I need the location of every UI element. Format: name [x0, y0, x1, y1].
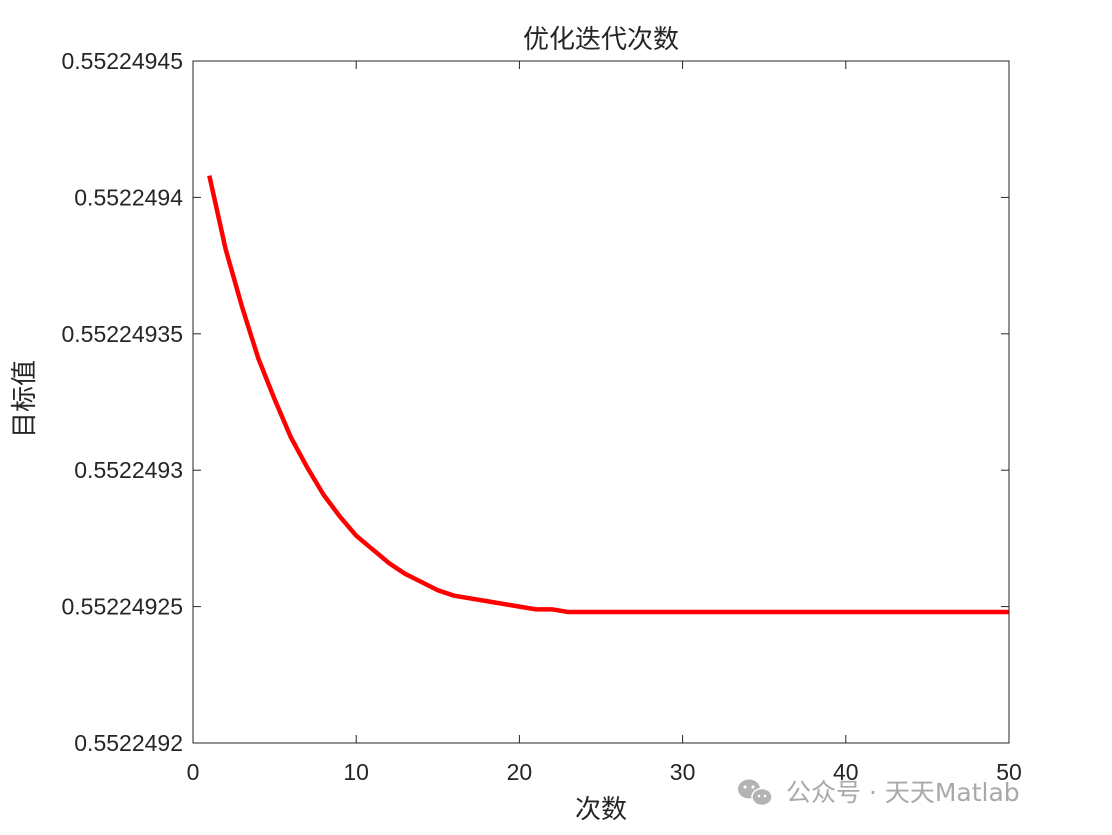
y-tick-label: 0.55224925: [61, 594, 183, 620]
x-tick-label: 20: [507, 759, 533, 785]
wechat-icon: [738, 779, 773, 807]
watermark: 公众号 · 天天Matlab: [738, 778, 1020, 807]
y-tick-label: 0.5522492: [74, 730, 183, 756]
y-tick-label: 0.5522494: [74, 184, 183, 210]
x-tick-label: 30: [670, 759, 696, 785]
x-tick-label: 10: [343, 759, 369, 785]
series-line-0: [207, 175, 1009, 615]
chart-title: 优化迭代次数: [523, 25, 679, 55]
plot-layer: [193, 61, 1009, 743]
x-axis-label: 次数: [575, 795, 627, 825]
ticks-layer: 0 10 20 30 40 50 0.5522492 0.55224925 0.5522493 0…: [61, 48, 1021, 785]
x-tick-label: 40: [833, 759, 859, 785]
x-tick-label: 50: [996, 759, 1022, 785]
y-tick-label: 0.55224935: [61, 321, 183, 347]
x-tick-label: 0: [187, 759, 200, 785]
y-tick-label: 0.55224945: [61, 48, 183, 74]
axes-box: [192, 60, 1010, 744]
y-tick-label: 0.5522493: [74, 457, 183, 483]
y-axis-label: 目标值: [10, 360, 40, 438]
watermark-text: 公众号 · 天天Matlab: [786, 778, 1020, 807]
plot-area: [193, 61, 1009, 743]
